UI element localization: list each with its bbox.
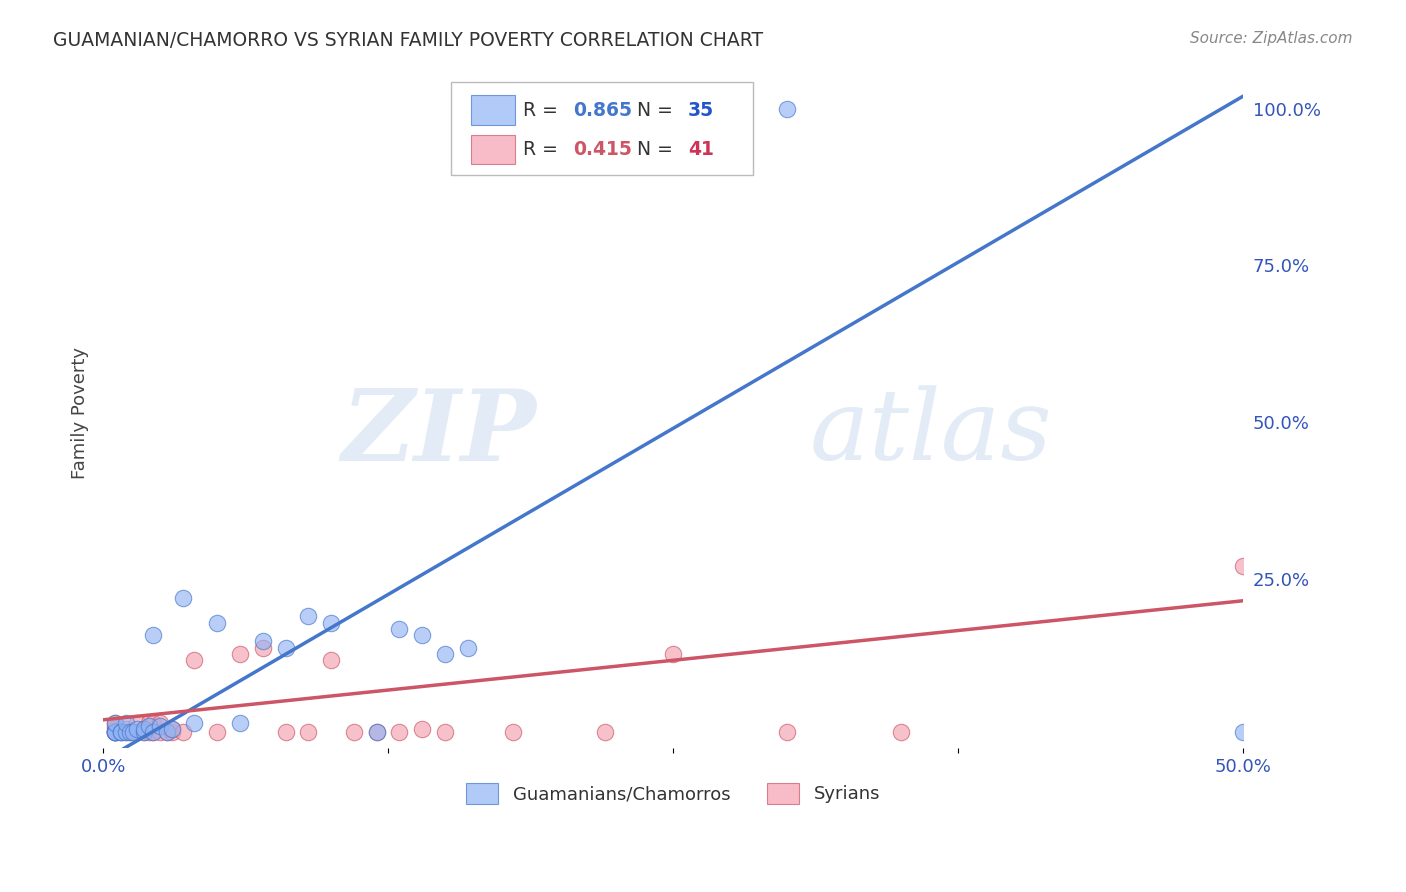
Point (890, 725, 912, 739)
Point (120, 725, 142, 739)
Point (103, 725, 125, 739)
Point (274, 725, 297, 739)
Y-axis label: Family Poverty: Family Poverty (72, 347, 89, 479)
Text: ZIP: ZIP (342, 384, 536, 481)
Point (103, 719, 125, 733)
Point (776, 725, 799, 739)
Point (121, 725, 143, 739)
Point (297, 725, 319, 739)
Point (138, 719, 160, 733)
FancyBboxPatch shape (451, 82, 752, 175)
FancyBboxPatch shape (471, 95, 515, 125)
Point (103, 723, 125, 737)
Text: 0.415: 0.415 (572, 140, 631, 159)
Point (366, 725, 388, 739)
Point (297, 609, 319, 624)
Text: N =: N = (637, 101, 679, 120)
FancyBboxPatch shape (471, 135, 515, 164)
Point (183, 716, 205, 731)
Point (274, 640, 297, 655)
Text: GUAMANIAN/CHAMORRO VS SYRIAN FAMILY POVERTY CORRELATION CHART: GUAMANIAN/CHAMORRO VS SYRIAN FAMILY POVE… (53, 31, 763, 50)
Point (662, 647, 685, 661)
Text: atlas: atlas (810, 385, 1053, 481)
Point (343, 725, 366, 739)
Point (149, 716, 172, 731)
Point (138, 716, 160, 731)
Point (134, 725, 156, 739)
Text: R =: R = (523, 140, 564, 159)
Point (593, 725, 616, 739)
Legend: Guamanians/Chamorros, Syrians: Guamanians/Chamorros, Syrians (457, 774, 889, 813)
Point (142, 716, 165, 731)
Point (411, 628, 433, 642)
Point (120, 725, 142, 739)
Point (252, 640, 274, 655)
Point (229, 647, 252, 661)
Text: 35: 35 (688, 101, 714, 120)
Point (156, 725, 179, 739)
Point (127, 723, 149, 737)
Point (502, 725, 524, 739)
Point (115, 725, 138, 739)
Point (183, 653, 205, 667)
Point (103, 725, 125, 739)
Point (172, 725, 194, 739)
Point (776, 102, 799, 116)
Point (115, 716, 138, 731)
Point (103, 716, 125, 731)
Point (149, 719, 172, 733)
Point (434, 725, 457, 739)
Point (138, 725, 160, 739)
Point (205, 725, 228, 739)
Point (127, 725, 149, 739)
Point (252, 634, 274, 648)
Point (134, 723, 156, 737)
Point (229, 716, 252, 731)
Point (160, 723, 183, 737)
Point (1232, 725, 1254, 739)
Point (388, 725, 411, 739)
Point (434, 647, 457, 661)
Point (110, 725, 132, 739)
Point (388, 622, 411, 636)
Point (127, 716, 149, 731)
Point (115, 723, 138, 737)
Point (103, 716, 125, 731)
Point (103, 725, 125, 739)
Point (411, 723, 433, 737)
Text: Source: ZipAtlas.com: Source: ZipAtlas.com (1189, 31, 1353, 46)
Point (319, 615, 342, 630)
Point (110, 725, 132, 739)
Point (1232, 559, 1254, 574)
Point (205, 615, 228, 630)
Point (134, 723, 156, 737)
Point (110, 725, 132, 739)
Point (172, 591, 194, 605)
Point (142, 725, 165, 739)
Point (115, 725, 138, 739)
Text: 41: 41 (688, 140, 714, 159)
Point (134, 725, 156, 739)
Point (103, 725, 125, 739)
Point (457, 640, 479, 655)
Point (160, 725, 183, 739)
Point (142, 725, 165, 739)
Point (366, 725, 388, 739)
Point (149, 725, 172, 739)
Text: N =: N = (637, 140, 679, 159)
Point (156, 725, 179, 739)
Point (142, 628, 165, 642)
Point (160, 723, 183, 737)
Text: R =: R = (523, 101, 564, 120)
Point (103, 725, 125, 739)
Text: 0.865: 0.865 (572, 101, 631, 120)
Point (103, 725, 125, 739)
Point (319, 653, 342, 667)
